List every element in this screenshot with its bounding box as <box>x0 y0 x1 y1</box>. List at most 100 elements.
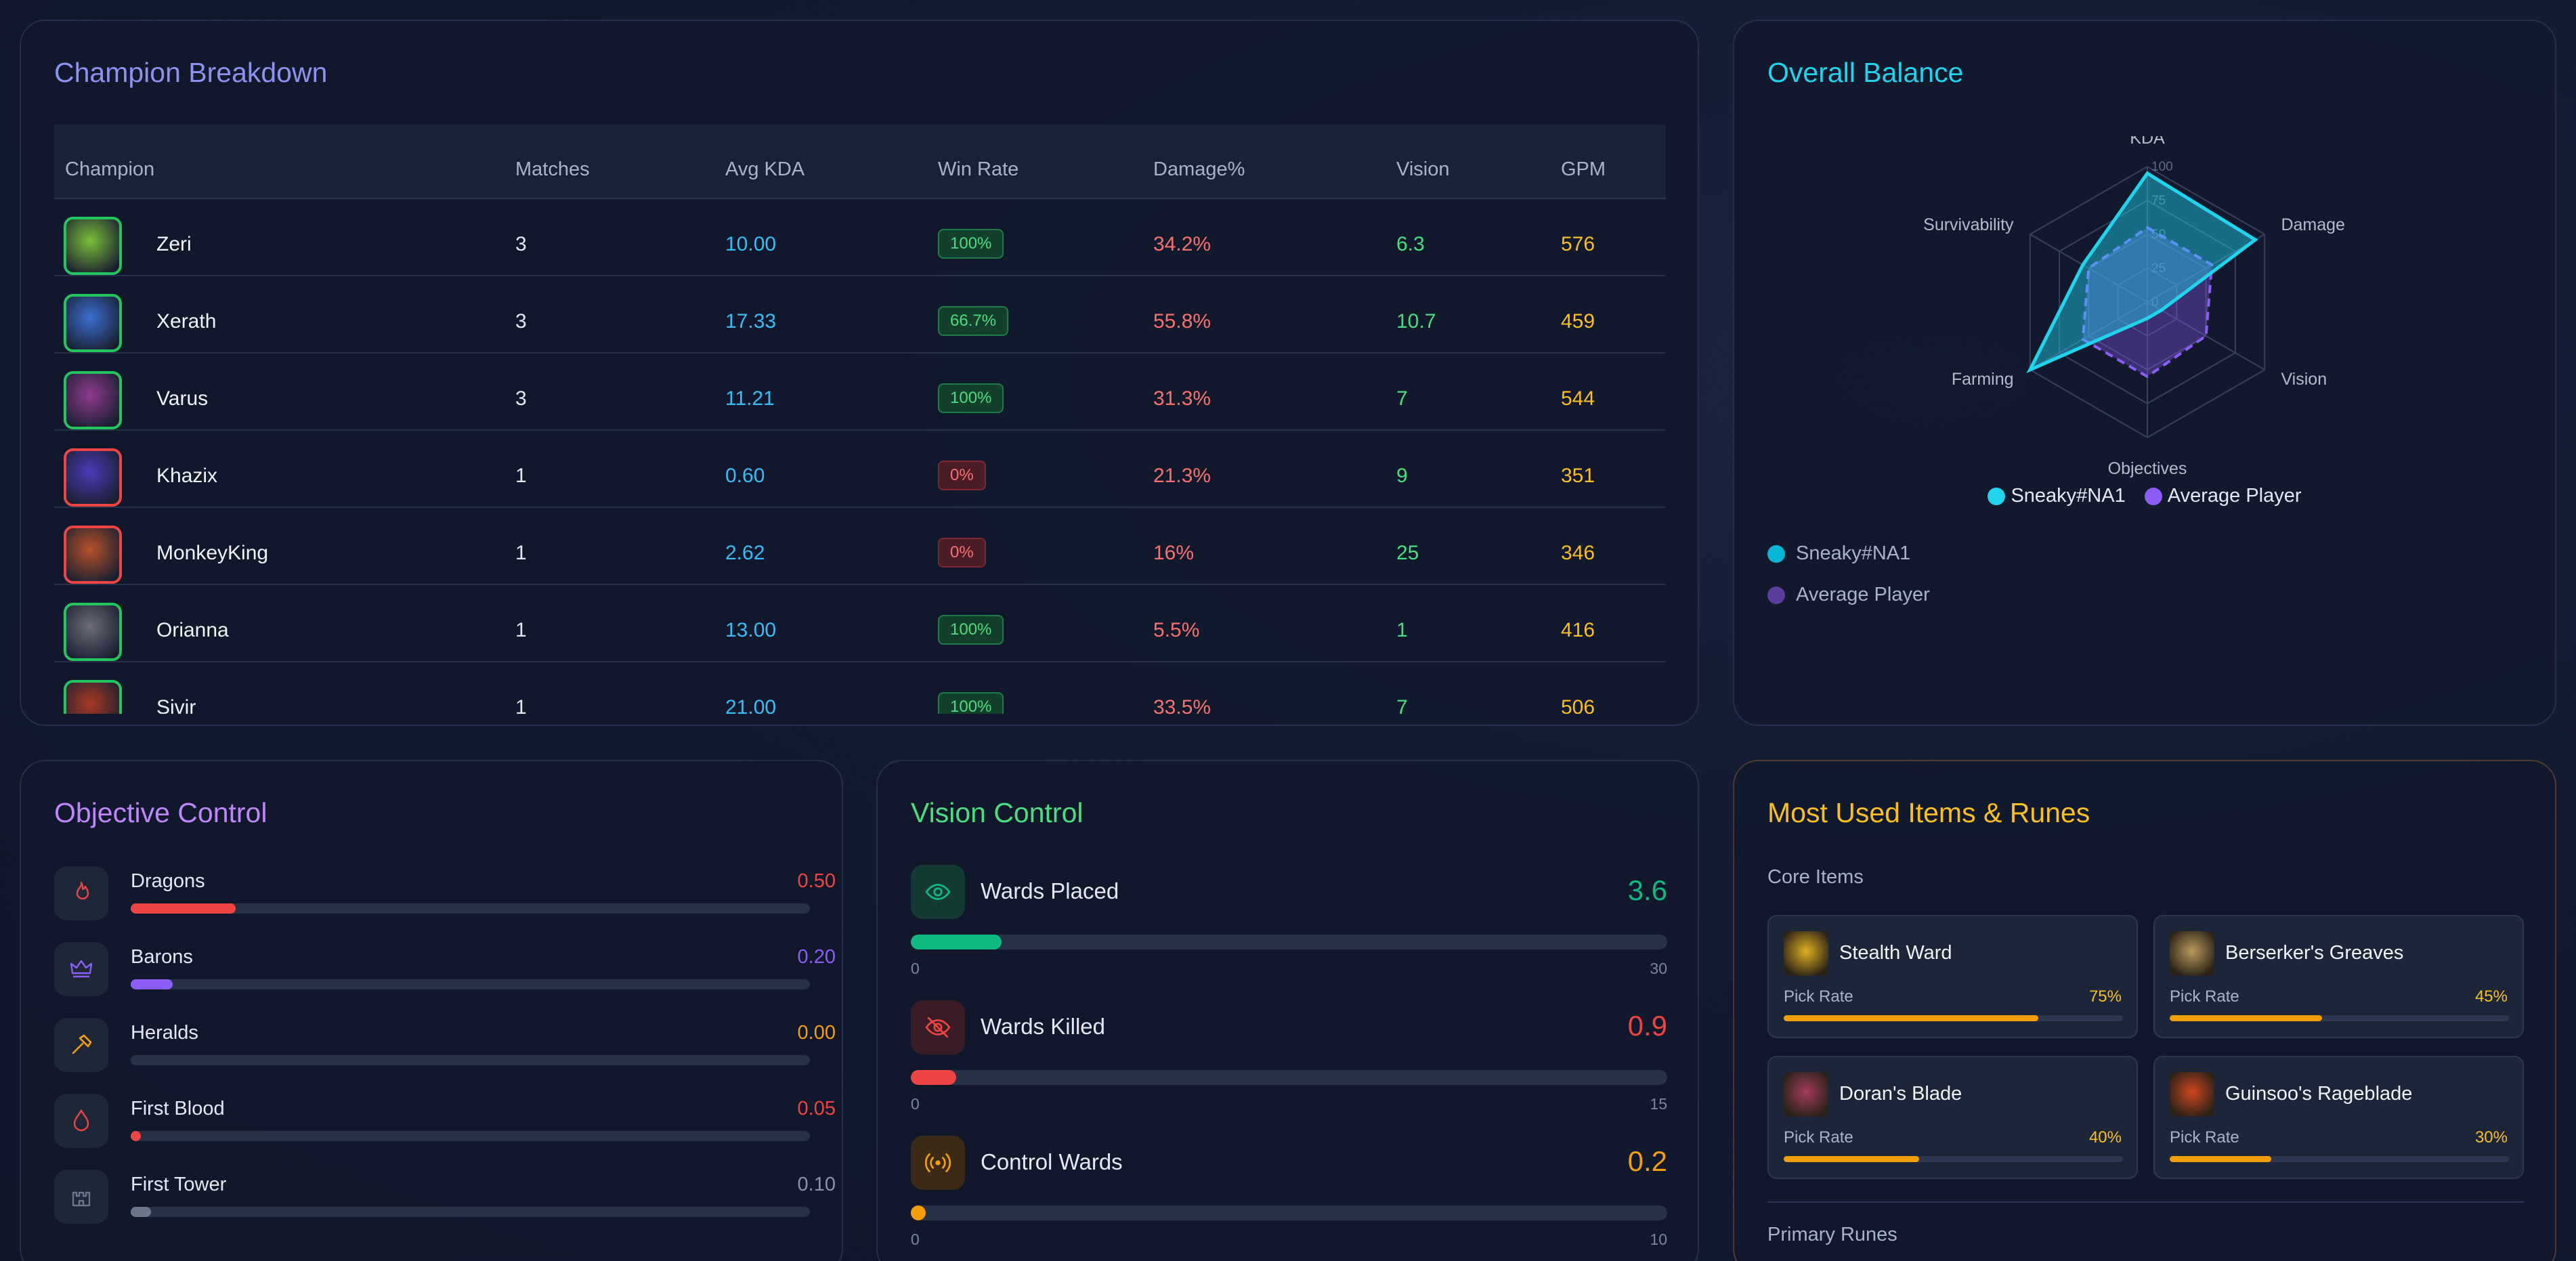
vision-row: Wards Killed 0.9 0 15 <box>911 1000 1667 1122</box>
col-damage[interactable]: Damage% <box>1153 158 1245 180</box>
table-row[interactable]: Xerath 3 17.33 66.7% 55.8% 10.7 459 <box>54 276 1666 354</box>
radar-spoke <box>2030 234 2148 303</box>
radar-axis-label: Farming <box>1952 370 2014 389</box>
champion-avatar <box>64 217 122 275</box>
table-row[interactable]: Khazix 1 0.60 0% 21.3% 9 351 <box>54 431 1666 508</box>
series-list: Sneaky#NA1 Average Player <box>1767 542 1930 625</box>
objective-label: Heralds <box>131 1022 198 1044</box>
primary-runes-heading: Primary Runes <box>1767 1224 1897 1245</box>
col-matches[interactable]: Matches <box>515 158 590 180</box>
gpm-value: 351 <box>1561 465 1595 487</box>
pick-rate-label: Pick Rate <box>1784 1128 1853 1147</box>
vision-bar-track <box>911 1070 1667 1085</box>
vision-control-title: Vision Control <box>911 797 1083 828</box>
radar-tick-label: 25 <box>2151 261 2166 276</box>
objective-value: 0.50 <box>797 870 836 892</box>
kda-value: 21.00 <box>725 696 777 714</box>
win-rate-badge: 100% <box>938 229 1004 259</box>
col-champion[interactable]: Champion <box>65 158 155 180</box>
table-row[interactable]: Zeri 3 10.00 100% 34.2% 6.3 576 <box>54 199 1666 276</box>
item-card[interactable]: Berserker's Greaves Pick Rate 45% <box>2153 915 2524 1038</box>
matches-value: 3 <box>515 233 527 255</box>
vision-value: 0.9 <box>1627 1010 1667 1042</box>
crown-icon <box>54 942 108 996</box>
win-rate-badge: 100% <box>938 383 1004 413</box>
pick-rate-value: 45% <box>2474 987 2508 1006</box>
champion-avatar <box>64 371 122 429</box>
champion-table-body: Zeri 3 10.00 100% 34.2% 6.3 576 Xerath 3 17.33 66.… <box>54 199 1666 714</box>
radar-tick-label: 100 <box>2151 160 2173 174</box>
pick-rate-label: Pick Rate <box>2170 1128 2239 1147</box>
champion-avatar <box>64 526 122 584</box>
broadcast-icon <box>911 1136 965 1190</box>
item-name: Stealth Ward <box>1839 942 1952 964</box>
vision-value: 3.6 <box>1627 874 1667 906</box>
matches-value: 3 <box>515 387 527 410</box>
kda-value: 10.00 <box>725 233 777 255</box>
gpm-value: 506 <box>1561 696 1595 714</box>
legend-item-player[interactable]: Sneaky#NA1 <box>1988 485 2126 507</box>
pick-rate-value: 75% <box>2088 987 2122 1006</box>
objective-row: Heralds 0.00 <box>54 1018 836 1072</box>
win-rate-badge: 66.7% <box>938 306 1009 336</box>
pick-rate-fill <box>2170 1015 2323 1021</box>
objective-bar-fill <box>131 903 236 914</box>
col-vision[interactable]: Vision <box>1396 158 1450 180</box>
objective-control-panel: Objective Control Dragons 0.50 Barons 0.20 H… <box>20 760 843 1261</box>
legend-label-average: Average Player <box>2167 485 2302 507</box>
champion-avatar <box>64 448 122 507</box>
gpm-value: 576 <box>1561 233 1595 255</box>
vision-bar-track <box>911 935 1667 949</box>
col-win-rate[interactable]: Win Rate <box>938 158 1019 180</box>
core-items-heading: Core Items <box>1767 866 1864 888</box>
vision-control-panel: Vision Control Wards Placed 3.6 0 30 Wards K… <box>876 760 1699 1261</box>
item-card[interactable]: Guinsoo's Rageblade Pick Rate 30% <box>2153 1056 2524 1179</box>
gpm-value: 346 <box>1561 542 1595 564</box>
legend-dot-average <box>2144 488 2162 506</box>
overall-balance-panel: Overall Balance 0 25 50 75 100 KDA Damage Visio… <box>1733 20 2556 726</box>
objective-value: 0.00 <box>797 1022 836 1044</box>
series-label-average: Average Player <box>1796 584 1930 605</box>
series-dot-player <box>1767 545 1785 563</box>
champion-name: Zeri <box>156 233 192 255</box>
table-row[interactable]: MonkeyKing 1 2.62 0% 16% 25 346 <box>54 508 1666 585</box>
damage-value: 55.8% <box>1153 310 1211 333</box>
win-rate-badge: 100% <box>938 692 1004 714</box>
vision-bar-fill <box>911 1070 957 1085</box>
vision-bar-fill <box>911 1205 926 1220</box>
vision-label: Wards Placed <box>981 878 1119 903</box>
vision-label: Wards Killed <box>981 1014 1105 1039</box>
pick-rate-fill <box>1784 1015 2038 1021</box>
champion-name: Sivir <box>156 696 196 714</box>
vision-row: Wards Placed 3.6 0 30 <box>911 865 1667 987</box>
item-card[interactable]: Stealth Ward Pick Rate 75% <box>1767 915 2138 1038</box>
win-rate-badge: 0% <box>938 461 986 490</box>
radar-axis-label: KDA <box>2130 136 2165 148</box>
table-row[interactable]: Varus 3 11.21 100% 31.3% 7 544 <box>54 354 1666 431</box>
pick-rate-label: Pick Rate <box>2170 987 2239 1006</box>
vision-value: 0.2 <box>1627 1145 1667 1177</box>
radar-spoke <box>2147 301 2265 370</box>
col-gpm[interactable]: GPM <box>1561 158 1606 180</box>
drop-icon <box>54 1094 108 1148</box>
matches-value: 1 <box>515 465 527 487</box>
overall-balance-title: Overall Balance <box>1767 57 1964 88</box>
legend-item-average[interactable]: Average Player <box>2144 485 2302 507</box>
table-row[interactable]: Sivir 1 21.00 100% 33.5% 7 506 <box>54 662 1666 714</box>
objective-row: Barons 0.20 <box>54 942 836 996</box>
vision-scale-max: 30 <box>1650 960 1667 977</box>
objective-row: First Tower 0.10 <box>54 1170 836 1224</box>
radar-tick-label: 0 <box>2151 295 2159 309</box>
item-name: Guinsoo's Rageblade <box>2225 1083 2413 1105</box>
table-row[interactable]: Orianna 1 13.00 100% 5.5% 1 416 <box>54 585 1666 662</box>
champion-name: Varus <box>156 387 209 410</box>
vision-value: 7 <box>1396 696 1408 714</box>
item-card[interactable]: Doran's Blade Pick Rate 40% <box>1767 1056 2138 1179</box>
series-dot-average <box>1767 586 1785 605</box>
matches-value: 3 <box>515 310 527 333</box>
matches-value: 1 <box>515 696 527 714</box>
pick-rate-track <box>2170 1156 2509 1162</box>
col-avg-kda[interactable]: Avg KDA <box>725 158 805 180</box>
damage-value: 21.3% <box>1153 465 1211 487</box>
kda-value: 0.60 <box>725 465 765 487</box>
